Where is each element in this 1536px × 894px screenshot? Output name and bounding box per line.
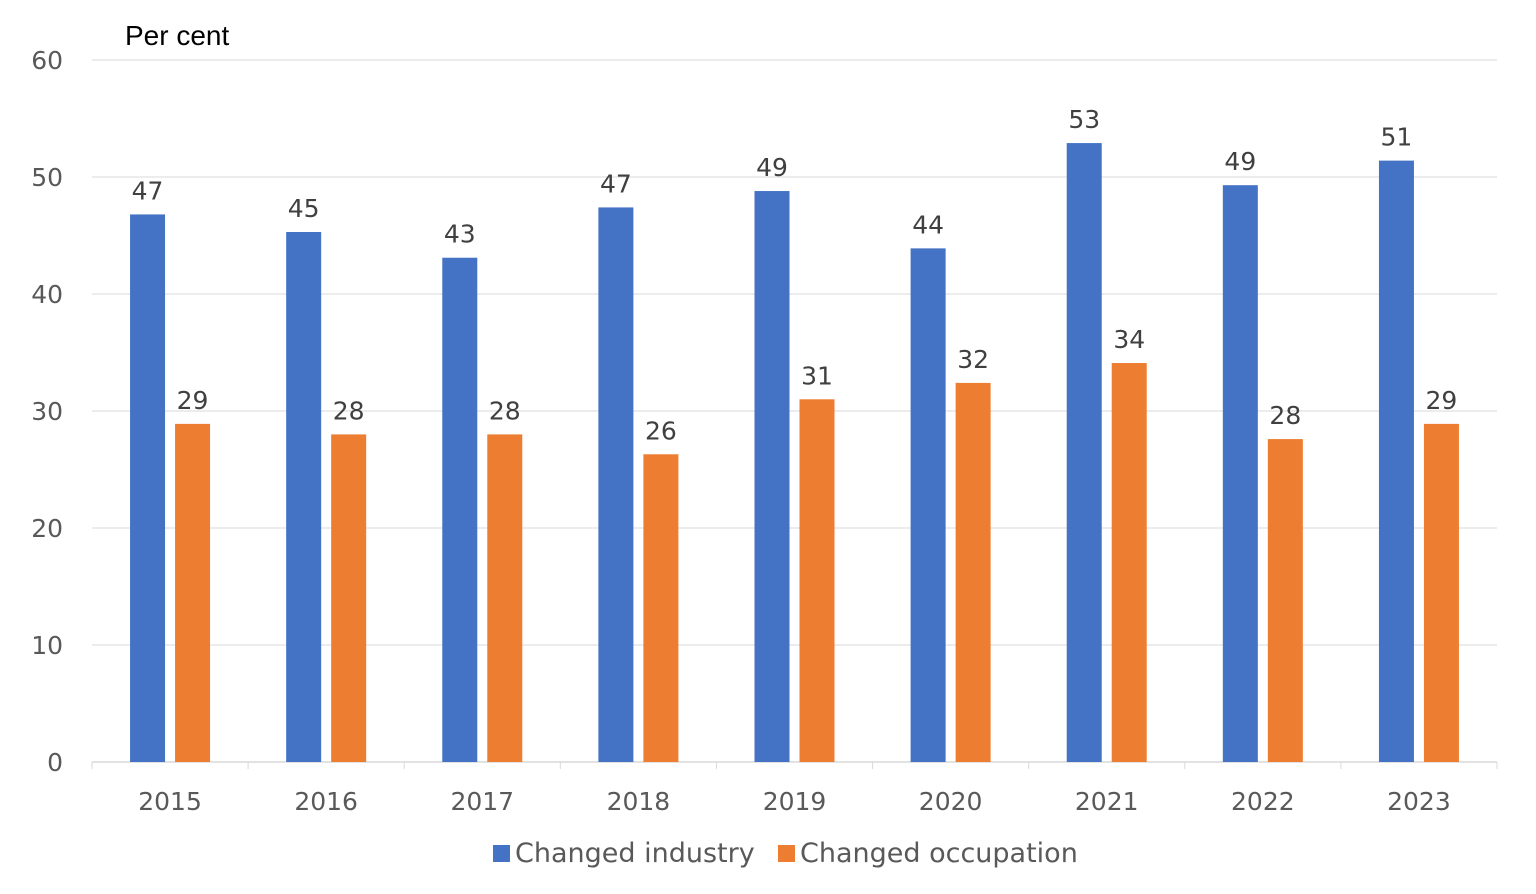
- data-label: 29: [177, 386, 209, 415]
- x-tick-label: 2021: [1075, 787, 1139, 816]
- legend-swatch: [493, 845, 510, 862]
- legend: Changed industry Changed occupation: [493, 838, 1078, 869]
- gridlines: [91, 59, 1498, 769]
- data-label: 28: [333, 396, 365, 425]
- legend-label: Changed industry: [515, 838, 755, 869]
- data-label: 47: [600, 169, 632, 198]
- legend-swatch: [778, 845, 795, 862]
- data-label: 32: [957, 345, 989, 374]
- bar: [442, 257, 478, 762]
- x-tick-label: 2019: [763, 787, 827, 816]
- data-label: 53: [1068, 105, 1100, 134]
- bar: [1111, 363, 1147, 762]
- bar: [1066, 143, 1102, 762]
- data-label: 51: [1381, 123, 1413, 152]
- bar: [1423, 423, 1459, 762]
- y-tick-label: 50: [31, 163, 63, 192]
- data-label: 49: [756, 153, 788, 182]
- x-tick-label: 2017: [450, 787, 514, 816]
- bar: [799, 399, 835, 762]
- bar: [130, 214, 166, 762]
- bar: [1267, 439, 1303, 762]
- data-label: 44: [912, 210, 944, 239]
- bar: [754, 191, 790, 763]
- legend-label: Changed occupation: [800, 838, 1078, 869]
- bar: [175, 423, 211, 762]
- x-tick-label: 2020: [919, 787, 983, 816]
- y-tick-label: 20: [31, 514, 63, 543]
- bar: [286, 231, 322, 763]
- bar: [331, 434, 367, 762]
- bar: [910, 248, 946, 762]
- data-label: 49: [1224, 147, 1256, 176]
- y-tick-label: 40: [31, 280, 63, 309]
- x-tick-label: 2016: [294, 787, 358, 816]
- data-label: 31: [801, 361, 833, 390]
- y-axis-title: Per cent: [125, 20, 229, 51]
- data-label: 29: [1426, 386, 1458, 415]
- bar: [643, 454, 679, 762]
- x-tick-label: 2015: [138, 787, 202, 816]
- data-label: 43: [444, 220, 476, 249]
- data-label: 34: [1113, 325, 1145, 354]
- y-tick-label: 0: [47, 748, 63, 777]
- y-axis-ticks: 0 10 20 30 40 50 60: [31, 46, 63, 777]
- y-tick-label: 30: [31, 397, 63, 426]
- x-tick-label: 2018: [607, 787, 671, 816]
- bar: [1222, 185, 1258, 762]
- y-tick-label: 60: [31, 46, 63, 75]
- data-label: 28: [489, 396, 521, 425]
- bar: [598, 207, 634, 763]
- bar: [955, 382, 991, 762]
- data-labels: 47 29 45 28 43 28 47 26 49 31 44 32 53 34 49 28 51 29: [132, 105, 1458, 445]
- data-label: 26: [645, 416, 677, 445]
- x-axis-ticks: 2015 2016 2017 2018 2019 2020 2021 2022 2023: [138, 787, 1451, 816]
- bar: [1378, 160, 1414, 762]
- data-label: 45: [288, 194, 320, 223]
- x-tick-label: 2022: [1231, 787, 1295, 816]
- bar: [487, 434, 523, 762]
- data-label: 28: [1269, 401, 1301, 430]
- x-tick-label: 2023: [1387, 787, 1451, 816]
- y-tick-label: 10: [31, 631, 63, 660]
- bars: [130, 143, 1459, 763]
- data-label: 47: [132, 176, 164, 205]
